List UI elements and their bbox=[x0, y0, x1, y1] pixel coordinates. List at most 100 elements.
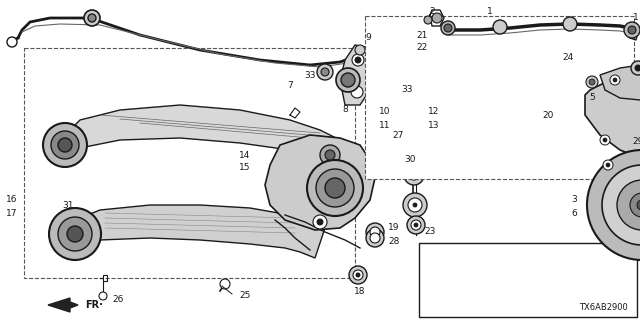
Circle shape bbox=[406, 149, 418, 161]
Circle shape bbox=[321, 68, 329, 76]
Circle shape bbox=[349, 266, 367, 284]
Circle shape bbox=[355, 57, 361, 63]
Text: 2: 2 bbox=[429, 7, 435, 17]
Circle shape bbox=[7, 37, 17, 47]
Text: 33: 33 bbox=[401, 85, 413, 94]
Text: 13: 13 bbox=[428, 121, 440, 130]
Text: 28: 28 bbox=[388, 237, 400, 246]
Circle shape bbox=[67, 226, 83, 242]
Text: TX6AB2900: TX6AB2900 bbox=[579, 303, 628, 312]
Text: 3: 3 bbox=[571, 196, 577, 204]
Text: 15: 15 bbox=[239, 164, 251, 172]
Circle shape bbox=[370, 227, 380, 237]
Circle shape bbox=[325, 178, 345, 198]
Circle shape bbox=[616, 151, 630, 165]
Circle shape bbox=[84, 10, 100, 26]
Circle shape bbox=[433, 144, 453, 164]
Circle shape bbox=[99, 292, 107, 300]
Circle shape bbox=[353, 270, 363, 280]
Circle shape bbox=[317, 64, 333, 80]
Bar bbox=[365, 16, 634, 179]
Circle shape bbox=[411, 220, 421, 230]
Polygon shape bbox=[600, 65, 640, 100]
Text: 10: 10 bbox=[380, 108, 391, 116]
Circle shape bbox=[352, 54, 364, 66]
Circle shape bbox=[603, 138, 607, 142]
Circle shape bbox=[606, 163, 610, 167]
Text: 1: 1 bbox=[487, 7, 493, 17]
Circle shape bbox=[317, 219, 323, 225]
Circle shape bbox=[611, 146, 635, 170]
Circle shape bbox=[341, 73, 355, 87]
Circle shape bbox=[493, 20, 507, 34]
Polygon shape bbox=[400, 120, 435, 148]
Circle shape bbox=[402, 145, 422, 165]
Polygon shape bbox=[75, 205, 325, 258]
Circle shape bbox=[578, 74, 586, 82]
Circle shape bbox=[370, 233, 380, 243]
Text: 23: 23 bbox=[424, 228, 436, 236]
Circle shape bbox=[58, 217, 92, 251]
Circle shape bbox=[366, 223, 384, 241]
Text: 1: 1 bbox=[633, 13, 639, 22]
Text: 24: 24 bbox=[563, 52, 573, 61]
Text: 6: 6 bbox=[571, 209, 577, 218]
Circle shape bbox=[589, 79, 595, 85]
Circle shape bbox=[624, 22, 640, 38]
Circle shape bbox=[49, 208, 101, 260]
Circle shape bbox=[610, 75, 620, 85]
Text: 30: 30 bbox=[404, 156, 416, 164]
Circle shape bbox=[351, 86, 363, 98]
Polygon shape bbox=[48, 298, 78, 312]
Circle shape bbox=[410, 153, 414, 157]
Circle shape bbox=[563, 17, 577, 31]
Circle shape bbox=[628, 26, 636, 34]
Circle shape bbox=[602, 165, 640, 245]
Bar bbox=[24, 48, 355, 278]
Circle shape bbox=[307, 160, 363, 216]
Circle shape bbox=[587, 150, 640, 260]
Circle shape bbox=[631, 61, 640, 75]
Circle shape bbox=[635, 65, 640, 71]
Text: 14: 14 bbox=[239, 150, 251, 159]
Circle shape bbox=[444, 24, 452, 32]
Text: 29: 29 bbox=[632, 138, 640, 147]
Circle shape bbox=[397, 82, 403, 88]
Text: 8: 8 bbox=[342, 106, 348, 115]
Circle shape bbox=[43, 123, 87, 167]
Circle shape bbox=[356, 273, 360, 277]
Circle shape bbox=[603, 160, 613, 170]
Circle shape bbox=[427, 138, 459, 170]
Circle shape bbox=[409, 170, 419, 180]
Circle shape bbox=[617, 180, 640, 230]
Text: 21: 21 bbox=[416, 30, 428, 39]
Polygon shape bbox=[445, 120, 625, 168]
Text: 27: 27 bbox=[392, 131, 404, 140]
Circle shape bbox=[366, 229, 384, 247]
Circle shape bbox=[414, 154, 422, 162]
Text: 31: 31 bbox=[62, 201, 74, 210]
Circle shape bbox=[613, 78, 617, 82]
Circle shape bbox=[412, 173, 416, 177]
Circle shape bbox=[220, 279, 230, 289]
Circle shape bbox=[58, 138, 72, 152]
Text: 25: 25 bbox=[239, 291, 251, 300]
Circle shape bbox=[432, 13, 442, 23]
Text: 16: 16 bbox=[6, 196, 18, 204]
Circle shape bbox=[88, 14, 96, 22]
Text: FR·: FR· bbox=[85, 300, 103, 310]
Circle shape bbox=[600, 135, 610, 145]
Polygon shape bbox=[65, 105, 350, 168]
Circle shape bbox=[355, 45, 365, 55]
Text: 5: 5 bbox=[589, 93, 595, 102]
Text: 17: 17 bbox=[6, 209, 18, 218]
Text: 9: 9 bbox=[365, 34, 371, 43]
Text: 19: 19 bbox=[388, 223, 400, 233]
Circle shape bbox=[313, 215, 327, 229]
Circle shape bbox=[316, 169, 354, 207]
Circle shape bbox=[407, 216, 425, 234]
Polygon shape bbox=[265, 135, 375, 230]
Circle shape bbox=[630, 193, 640, 217]
Text: 12: 12 bbox=[428, 108, 440, 116]
Circle shape bbox=[438, 149, 448, 159]
